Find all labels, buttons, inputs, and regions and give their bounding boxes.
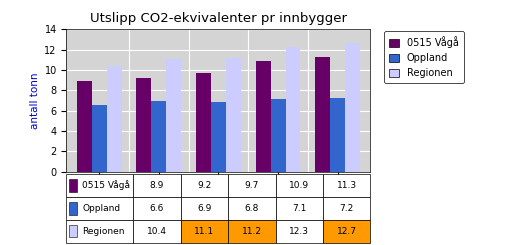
- Bar: [133, 174, 181, 197]
- Text: 7.2: 7.2: [340, 204, 354, 213]
- Text: 0515 Vågå: 0515 Vågå: [82, 181, 130, 190]
- Bar: [315, 57, 330, 172]
- Text: 6.8: 6.8: [245, 204, 259, 213]
- Title: Utslipp CO2-ekvivalenter pr innbygger: Utslipp CO2-ekvivalenter pr innbygger: [90, 12, 347, 25]
- Bar: [275, 220, 323, 243]
- Text: 12.7: 12.7: [337, 227, 357, 236]
- Bar: [323, 174, 370, 197]
- Text: 12.3: 12.3: [289, 227, 309, 236]
- Text: 8.9: 8.9: [150, 181, 164, 190]
- Text: Regionen: Regionen: [82, 227, 125, 236]
- Bar: [228, 220, 275, 243]
- Bar: [66, 197, 133, 220]
- Bar: [275, 174, 323, 197]
- Bar: [69, 225, 78, 237]
- Text: 11.2: 11.2: [242, 227, 262, 236]
- Legend: 0515 Vågå, Oppland, Regionen: 0515 Vågå, Oppland, Regionen: [384, 31, 463, 83]
- Text: 11.3: 11.3: [337, 181, 357, 190]
- Bar: [69, 202, 78, 215]
- Bar: [181, 220, 228, 243]
- Bar: [211, 102, 226, 172]
- Bar: [136, 78, 151, 172]
- Bar: [133, 220, 181, 243]
- Bar: [66, 220, 133, 243]
- Bar: [323, 197, 370, 220]
- Bar: [286, 47, 300, 172]
- Bar: [256, 61, 271, 172]
- Bar: [66, 174, 133, 197]
- Bar: [345, 43, 360, 172]
- Bar: [181, 174, 228, 197]
- Text: 11.1: 11.1: [194, 227, 215, 236]
- Text: 6.9: 6.9: [197, 204, 212, 213]
- Text: 10.4: 10.4: [147, 227, 167, 236]
- Bar: [151, 101, 166, 172]
- Bar: [275, 197, 323, 220]
- Bar: [69, 179, 78, 192]
- Bar: [323, 220, 370, 243]
- Text: 10.9: 10.9: [289, 181, 309, 190]
- Bar: [330, 98, 345, 172]
- Text: 7.1: 7.1: [292, 204, 307, 213]
- Text: 9.2: 9.2: [197, 181, 212, 190]
- Bar: [228, 197, 275, 220]
- Bar: [166, 59, 181, 172]
- Bar: [133, 197, 181, 220]
- Bar: [271, 99, 286, 172]
- Text: 9.7: 9.7: [245, 181, 259, 190]
- Bar: [92, 105, 107, 172]
- Text: 6.6: 6.6: [150, 204, 164, 213]
- Bar: [226, 58, 241, 172]
- Bar: [228, 174, 275, 197]
- Bar: [196, 73, 211, 172]
- Text: Oppland: Oppland: [82, 204, 120, 213]
- Bar: [181, 197, 228, 220]
- Bar: [77, 81, 92, 172]
- Y-axis label: antall tonn: antall tonn: [30, 72, 40, 129]
- Bar: [107, 66, 122, 172]
